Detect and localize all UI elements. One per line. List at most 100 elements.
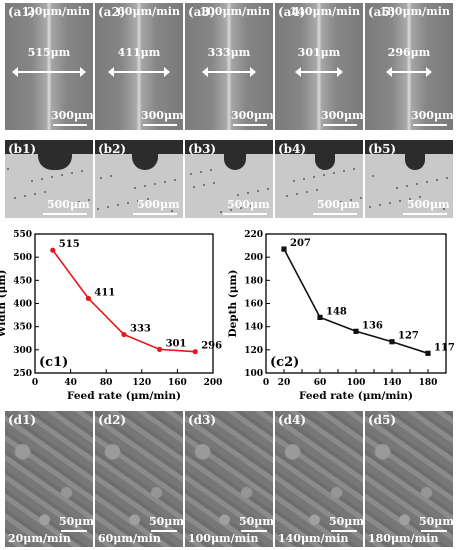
scale-bar-label: 300μm bbox=[321, 109, 363, 122]
data-point bbox=[353, 328, 359, 334]
pore bbox=[360, 197, 362, 199]
data-label: 207 bbox=[290, 238, 311, 249]
pore bbox=[303, 178, 305, 180]
top-dark-region bbox=[275, 140, 363, 154]
pore bbox=[213, 182, 215, 184]
sem-panel-a2: (a2) 60μm/min 411μm 300μm bbox=[95, 3, 183, 130]
width-measurement: 515μm bbox=[27, 46, 71, 59]
y-tick-label: 220 bbox=[244, 230, 263, 240]
y-tick-label: 160 bbox=[244, 300, 263, 310]
cross-section-panel-b4: (b4) 500μm bbox=[275, 140, 363, 218]
feed-rate-label: 180μm/min bbox=[379, 5, 451, 18]
x-tick-label: 60 bbox=[314, 378, 327, 388]
panel-label: (b5) bbox=[368, 142, 397, 156]
x-tick-label: 120 bbox=[132, 378, 151, 388]
panel-label: (b3) bbox=[188, 142, 217, 156]
scale-bar bbox=[421, 530, 447, 532]
width-measurement: 301μm bbox=[297, 46, 341, 59]
pore bbox=[127, 202, 129, 204]
scale-bar bbox=[53, 124, 87, 126]
pore bbox=[313, 176, 315, 178]
pore bbox=[31, 180, 33, 182]
pore bbox=[316, 189, 318, 191]
y-tick-label: 300 bbox=[13, 346, 32, 356]
pore bbox=[399, 200, 401, 202]
data-point bbox=[121, 331, 127, 338]
pore bbox=[250, 205, 252, 207]
pore bbox=[426, 181, 428, 183]
scale-bar-label: 50μm bbox=[149, 515, 183, 528]
pore bbox=[267, 188, 269, 190]
x-tick-label: 40 bbox=[64, 378, 77, 388]
pore bbox=[296, 193, 298, 195]
pore bbox=[61, 174, 63, 176]
panel-label: (a4) bbox=[278, 5, 306, 19]
y-tick-label: 180 bbox=[244, 276, 263, 286]
width-arrow bbox=[202, 67, 256, 77]
pore bbox=[237, 194, 239, 196]
chart-c2-depth: 0 20 60 100 140 180 100 120 140 160 180 200 220 Feed … bbox=[228, 230, 455, 402]
data-label: 148 bbox=[326, 306, 347, 317]
pore bbox=[247, 192, 249, 194]
panel-label: (b2) bbox=[98, 142, 127, 156]
top-dark-region bbox=[185, 140, 273, 154]
y-tick-label: 400 bbox=[13, 300, 32, 310]
chart-panel-label: (c2) bbox=[270, 355, 299, 370]
scale-bar-label: 500μm bbox=[317, 198, 360, 211]
pore bbox=[436, 179, 438, 181]
pore bbox=[333, 172, 335, 174]
pore bbox=[210, 169, 212, 171]
scale-bar-label: 50μm bbox=[419, 515, 453, 528]
pore bbox=[350, 199, 352, 201]
top-dark-region bbox=[95, 140, 183, 154]
scale-bar bbox=[133, 213, 177, 215]
y-tick-label: 350 bbox=[13, 323, 32, 333]
pore bbox=[389, 202, 391, 204]
sem-panel-a4: (a4) 140μm/min 301μm 300μm bbox=[275, 3, 363, 130]
y-tick-label: 100 bbox=[244, 369, 263, 379]
scale-bar bbox=[241, 530, 267, 532]
sem-panel-a5: (a5) 180μm/min 296μm 300μm bbox=[365, 3, 453, 130]
scale-bar-label: 500μm bbox=[137, 198, 180, 211]
data-label: 296 bbox=[201, 341, 222, 352]
groove-profile bbox=[405, 150, 425, 170]
data-label: 301 bbox=[166, 338, 187, 349]
panel-label: (d2) bbox=[98, 413, 127, 427]
scale-bar-label: 50μm bbox=[239, 515, 273, 528]
pore bbox=[68, 203, 70, 205]
microstructure-panel-d1: (d1) 20μm/min 50μm bbox=[5, 411, 93, 547]
width-arrow bbox=[386, 67, 432, 77]
scale-bar-label: 300μm bbox=[231, 109, 273, 122]
pore bbox=[306, 191, 308, 193]
x-tick-label: 80 bbox=[100, 378, 113, 388]
feed-rate-label: 140μm/min bbox=[278, 532, 349, 545]
x-tick-label: 160 bbox=[168, 378, 187, 388]
x-tick-label: 200 bbox=[204, 378, 223, 388]
pore bbox=[340, 201, 342, 203]
y-tick-label: 500 bbox=[13, 253, 32, 263]
y-tick-label: 200 bbox=[244, 253, 263, 263]
y-tick-label: 120 bbox=[244, 346, 263, 356]
data-point bbox=[157, 346, 163, 352]
data-point bbox=[281, 246, 287, 252]
y-tick-label: 250 bbox=[13, 369, 32, 379]
pore bbox=[353, 168, 355, 170]
y-axis-label: Width (μm) bbox=[0, 270, 8, 339]
sem-panel-a3: (a3) 100μm/min 333μm 300μm bbox=[185, 3, 273, 130]
panel-label: (b1) bbox=[8, 142, 37, 156]
pore bbox=[41, 178, 43, 180]
scale-bar bbox=[323, 124, 357, 126]
groove-profile bbox=[38, 150, 72, 170]
pore bbox=[220, 211, 222, 213]
data-point bbox=[425, 350, 431, 356]
pore bbox=[200, 171, 202, 173]
data-label: 333 bbox=[130, 324, 151, 335]
feed-rate-label: 180μm/min bbox=[368, 532, 439, 545]
scale-bar-label: 500μm bbox=[47, 198, 90, 211]
plot-frame bbox=[34, 233, 214, 374]
pore bbox=[293, 180, 295, 182]
panel-label: (d1) bbox=[8, 413, 37, 427]
pore bbox=[443, 208, 445, 210]
pore bbox=[51, 176, 53, 178]
y-tick-label: 450 bbox=[13, 276, 32, 286]
